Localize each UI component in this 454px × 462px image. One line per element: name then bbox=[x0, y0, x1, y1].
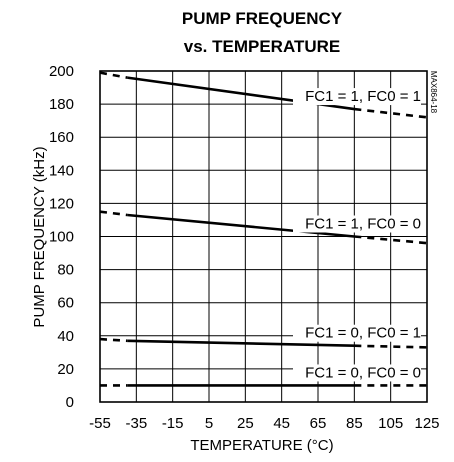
series-3-solid bbox=[127, 339, 355, 348]
series-label-background bbox=[293, 324, 421, 342]
y-tick-label: 200 bbox=[49, 63, 74, 80]
series-label: FC1 = 1, FC0 = 0 bbox=[305, 216, 421, 233]
series-label: FC1 = 0, FC0 = 1 bbox=[305, 325, 421, 342]
series-label-background bbox=[293, 88, 421, 106]
x-tick-label: 105 bbox=[378, 415, 403, 432]
series-2-solid bbox=[127, 213, 355, 238]
y-tick-label: 140 bbox=[49, 162, 74, 179]
x-tick-label: 65 bbox=[310, 415, 327, 432]
x-tick-label: -15 bbox=[162, 415, 184, 432]
x-tick-label: 125 bbox=[414, 415, 439, 432]
chart-title-line-2: vs. TEMPERATURE bbox=[184, 37, 341, 56]
x-tick-label: -55 bbox=[89, 415, 111, 432]
series-3-dashed-left bbox=[99, 337, 128, 343]
y-tick-label: 100 bbox=[49, 229, 74, 246]
x-tick-label: 5 bbox=[205, 415, 213, 432]
x-axis-title: TEMPERATURE (°C) bbox=[190, 437, 333, 454]
series-2-dashed-left bbox=[99, 210, 128, 217]
y-tick-label: 20 bbox=[57, 361, 74, 378]
y-tick-label: 180 bbox=[49, 96, 74, 113]
x-tick-label: -35 bbox=[125, 415, 147, 432]
x-tick-label: 25 bbox=[237, 415, 254, 432]
tick-labels: -55 -35 -15 5 25 45 65 85 105 125 0 20 40 60 80 100 120 1… bbox=[49, 63, 440, 432]
chart-watermark: MAX864-18 bbox=[429, 71, 438, 114]
series-lines bbox=[99, 71, 428, 387]
y-tick-label: 120 bbox=[49, 195, 74, 212]
grid-lines bbox=[100, 71, 427, 402]
series-label-background bbox=[293, 364, 421, 382]
y-axis-title: PUMP FREQUENCY (kHz) bbox=[31, 146, 48, 327]
x-tick-label: 45 bbox=[273, 415, 290, 432]
y-tick-label: 60 bbox=[57, 295, 74, 312]
series-labels: FC1 = 1, FC0 = 1 FC1 = 1, FC0 = 0 FC1 = 0,… bbox=[293, 88, 421, 382]
series-label: FC1 = 0, FC0 = 0 bbox=[305, 364, 421, 381]
series-label: FC1 = 1, FC0 = 1 bbox=[305, 88, 421, 105]
plot-frame bbox=[99, 70, 428, 403]
y-tick-label: 0 bbox=[66, 394, 74, 411]
series-1-dashed-left bbox=[99, 71, 128, 79]
x-tick-label: 85 bbox=[346, 415, 363, 432]
y-tick-label: 40 bbox=[57, 328, 74, 345]
chart-title-line-1: PUMP FREQUENCY bbox=[182, 9, 343, 28]
y-tick-label: 80 bbox=[57, 262, 74, 279]
series-label-background bbox=[293, 215, 421, 233]
y-tick-label: 160 bbox=[49, 129, 74, 146]
